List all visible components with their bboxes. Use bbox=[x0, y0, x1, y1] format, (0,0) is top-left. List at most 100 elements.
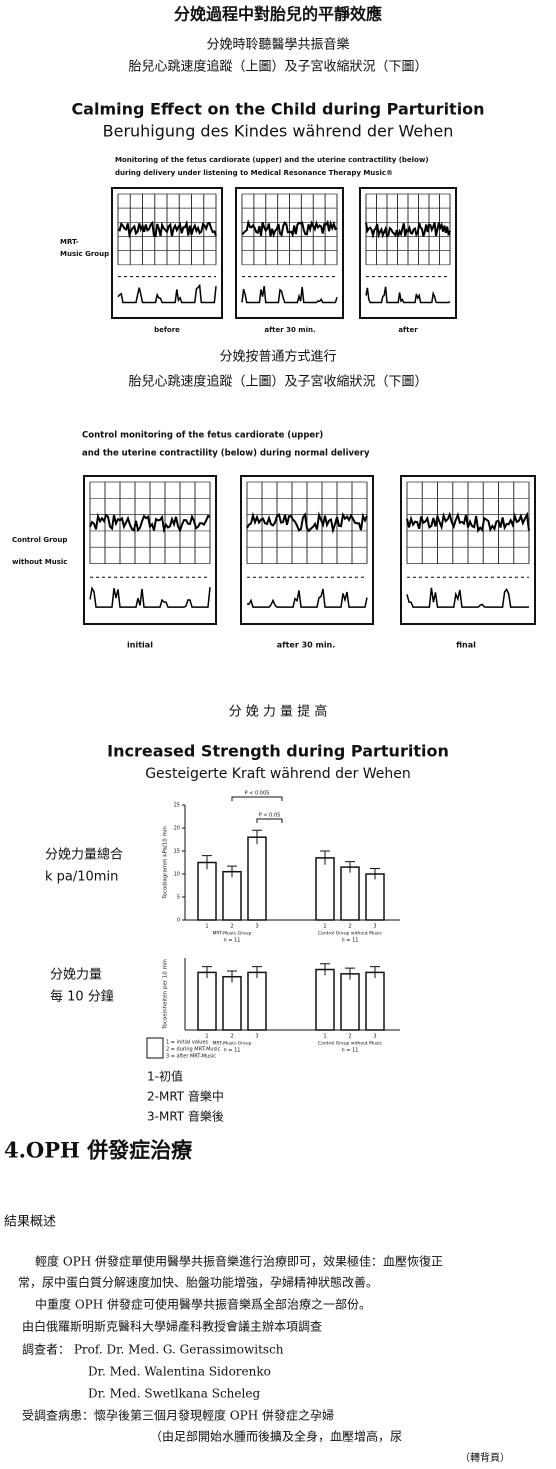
axis-note: 分娩力量 bbox=[50, 968, 102, 983]
group-note: n = 11 bbox=[342, 1048, 359, 1054]
note: 3-MRT 音樂後 bbox=[147, 1109, 224, 1124]
axis-note: k pa/10min bbox=[45, 870, 118, 885]
error-bar bbox=[227, 865, 237, 878]
panel-label: before bbox=[154, 326, 180, 334]
x-tick-label: 2 bbox=[348, 1034, 351, 1040]
ctg-trace bbox=[365, 286, 451, 304]
bracket bbox=[256, 818, 283, 823]
error-bar bbox=[252, 829, 262, 845]
legend: 3 = after MRT-Music bbox=[166, 1054, 216, 1060]
bar bbox=[365, 971, 385, 1031]
subtitle: 分娩時聆聽醫學共振音樂 bbox=[206, 37, 349, 53]
x-tick-label: Control Group without Music bbox=[318, 931, 383, 937]
bracket bbox=[231, 796, 283, 801]
error-bar bbox=[202, 966, 212, 979]
heading: 分 娩 力 量 提 高 bbox=[229, 704, 328, 720]
x-tick-label: 1 bbox=[323, 1034, 326, 1040]
ctg-trace bbox=[406, 587, 530, 608]
ctg-trace bbox=[89, 512, 211, 534]
heading: Gesteigerte Kraft während der Wehen bbox=[145, 766, 411, 782]
legend: 2 = during MRT-Music bbox=[166, 1047, 221, 1053]
x-tick-label: 3 bbox=[373, 924, 376, 930]
panel-label: after bbox=[398, 326, 418, 334]
title: 分娩過程中對胎兒的平靜效應 bbox=[174, 5, 382, 24]
y-tick-label: 5 bbox=[177, 895, 180, 901]
bar bbox=[340, 866, 360, 921]
paragraph: 常，尿中蛋白質分解速度加快、胎盤功能增強，孕婦精神狀態改善。 bbox=[18, 1275, 378, 1290]
legend: 1 = initial values bbox=[166, 1040, 209, 1046]
note: 1-初值 bbox=[147, 1069, 183, 1084]
note: 2-MRT 音樂中 bbox=[147, 1089, 224, 1104]
bar bbox=[197, 861, 217, 921]
group-label: Music Group bbox=[60, 250, 109, 258]
ctg-trace bbox=[117, 219, 217, 239]
panel-label: after 30 min. bbox=[264, 326, 315, 334]
bar bbox=[247, 836, 267, 921]
x-tick-label: 1 bbox=[205, 924, 208, 930]
legend-box bbox=[146, 1037, 164, 1059]
bar bbox=[247, 971, 267, 1031]
annotation: P < 0.05 bbox=[259, 813, 281, 819]
paragraph: 調查者： Prof. Dr. Med. G. Gerassimowitsch bbox=[22, 1343, 284, 1357]
panel-label: after 30 min. bbox=[277, 641, 336, 650]
caption: Monitoring of the fetus cardiorate (uppe… bbox=[115, 156, 429, 164]
ctg-frame bbox=[359, 187, 457, 319]
error-bar bbox=[370, 966, 380, 979]
heading: Calming Effect on the Child during Partu… bbox=[71, 100, 484, 119]
group-label: MRT- bbox=[60, 238, 79, 246]
bar bbox=[222, 870, 242, 921]
x-tick-label: 1 bbox=[205, 1034, 208, 1040]
error-bar bbox=[345, 967, 355, 980]
bar bbox=[197, 971, 217, 1031]
group-note: n = 11 bbox=[224, 1048, 241, 1054]
x-tick-label: MRT-Music-Group bbox=[213, 1041, 252, 1047]
ctg-trace bbox=[365, 221, 451, 240]
error-bar bbox=[370, 867, 380, 880]
x-tick-label: 3 bbox=[373, 1034, 376, 1040]
paragraph: 輕度 OPH 併發症單使用醫學共振音樂進行治療即可，效果極佳：血壓恢復正 bbox=[35, 1254, 443, 1269]
subheading: 結果概述 bbox=[4, 1215, 56, 1230]
ctg-trace bbox=[241, 285, 338, 304]
ctg-frame bbox=[111, 187, 223, 319]
ctg-trace bbox=[89, 586, 211, 608]
paragraph: 中重度 OPH 併發症可使用醫學共振音樂爲全部治療之一部份。 bbox=[35, 1297, 371, 1312]
y-axis-label: Tocodiagramm kPa/10 min bbox=[163, 826, 169, 900]
group-label: without Music bbox=[12, 558, 67, 566]
error-bar bbox=[320, 963, 330, 976]
ctg-trace bbox=[246, 511, 368, 535]
axis-note: 每 10 分鐘 bbox=[50, 989, 114, 1005]
group-label: Control Group bbox=[12, 536, 67, 544]
bar bbox=[315, 857, 335, 921]
ctg-trace bbox=[117, 283, 217, 304]
x-tick-label: Control Group without Music bbox=[318, 1041, 383, 1047]
x-tick-label: 2 bbox=[230, 1034, 233, 1040]
paragraph: 由白俄羅斯明斯克醫科大學婦產科教授會議主辦本項調查 bbox=[22, 1319, 322, 1334]
error-bar bbox=[345, 861, 355, 873]
ctg-frame bbox=[83, 475, 217, 625]
panel-label: initial bbox=[127, 641, 153, 650]
paragraph: （轉背頁） bbox=[460, 1451, 510, 1464]
paragraph: Dr. Med. Swetlkana Scheleg bbox=[88, 1387, 260, 1401]
y-tick-label: 15 bbox=[174, 849, 180, 855]
y-tick-label: 25 bbox=[174, 803, 180, 809]
heading: Increased Strength during Parturition bbox=[107, 742, 449, 761]
bar bbox=[222, 975, 242, 1031]
ctg-trace bbox=[241, 219, 338, 238]
y-tick-label: 10 bbox=[174, 872, 180, 878]
x-tick-label: 3 bbox=[255, 1034, 258, 1040]
ctg-frame bbox=[240, 475, 374, 625]
x-tick-label: 2 bbox=[348, 924, 351, 930]
ctg-frame bbox=[400, 475, 536, 625]
bar bbox=[340, 973, 360, 1031]
heading: Beruhigung des Kindes während der Wehen bbox=[103, 122, 454, 141]
ctg-trace bbox=[406, 511, 530, 533]
x-tick-label: 1 bbox=[323, 924, 326, 930]
y-axis-label: Tocoeinheiten per 10 min bbox=[163, 959, 169, 1030]
group-note: n = 11 bbox=[342, 938, 359, 944]
subtitle: 分娩按普通方式進行 bbox=[219, 349, 336, 365]
y-tick-label: 0 bbox=[177, 918, 180, 924]
axis-note: 分娩力量總合 bbox=[45, 847, 123, 863]
group-note: n = 11 bbox=[224, 938, 241, 944]
subtitle: 胎兒心跳速度追蹤（上圖）及子宮收縮狀況（下圖） bbox=[128, 374, 427, 390]
section-title: 4.OPH 併發症治療 bbox=[4, 1138, 193, 1163]
